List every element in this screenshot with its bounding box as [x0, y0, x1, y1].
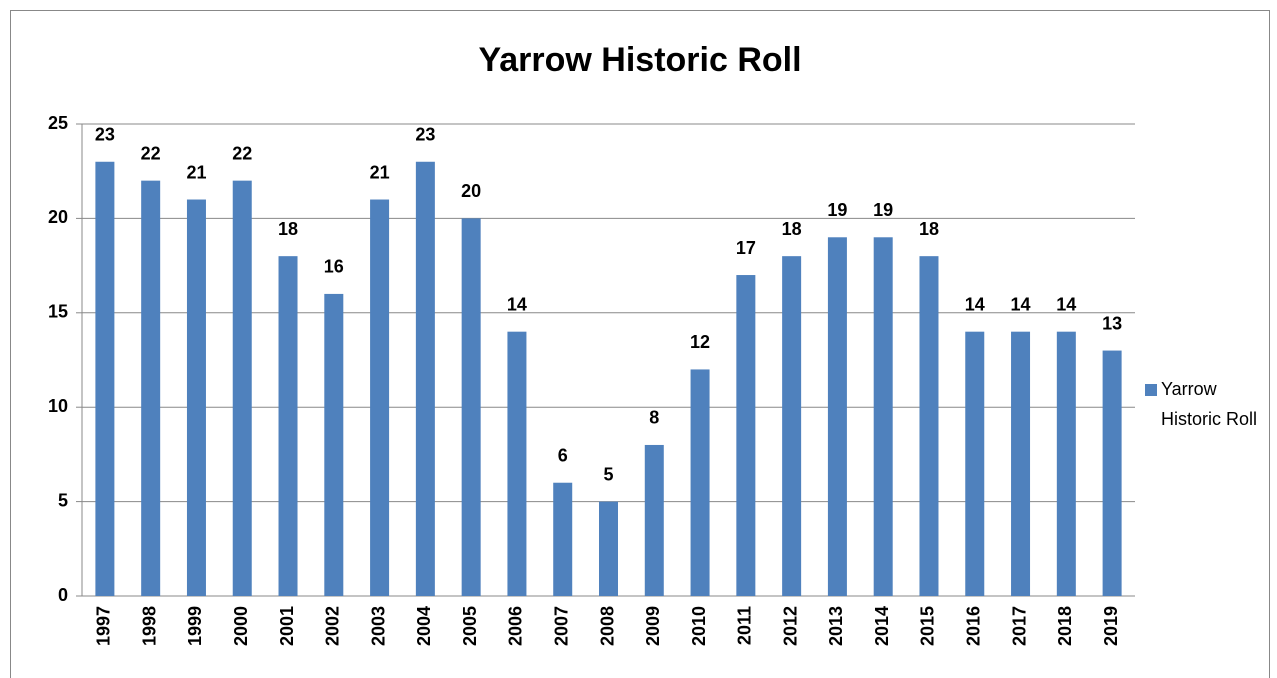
data-label: 8: [649, 408, 659, 428]
bar: [782, 256, 802, 596]
x-tick-label: 2019: [1101, 606, 1121, 646]
bar: [370, 199, 390, 596]
x-tick-label: 2000: [231, 606, 251, 646]
data-label: 14: [1056, 294, 1076, 314]
data-label: 23: [95, 125, 115, 145]
x-tick-label: 2017: [1009, 606, 1029, 646]
bar: [736, 275, 756, 596]
legend-swatch: [1145, 384, 1157, 396]
y-tick-label: 20: [48, 207, 68, 227]
y-tick-label: 10: [48, 396, 68, 416]
data-label: 6: [558, 445, 568, 465]
y-tick-label: 5: [58, 490, 68, 510]
x-tick-label: 2004: [414, 606, 434, 646]
bar: [1011, 331, 1031, 596]
data-label: 19: [827, 200, 847, 220]
chart-title: Yarrow Historic Roll: [478, 41, 801, 79]
data-label: 19: [873, 200, 893, 220]
data-label: 16: [324, 257, 344, 277]
x-tick-label: 2006: [506, 606, 526, 646]
x-tick-label: 2013: [826, 606, 846, 646]
x-tick-label: 2016: [964, 606, 984, 646]
data-label: 17: [736, 238, 756, 258]
x-tick-label: 2008: [597, 606, 617, 646]
bar: [599, 501, 618, 596]
bar: [95, 161, 115, 596]
data-label: 22: [232, 143, 252, 163]
data-label: 14: [1011, 294, 1031, 314]
bar: [827, 237, 847, 596]
bar: [1102, 350, 1122, 596]
data-label: 12: [690, 332, 710, 352]
x-tick-label: 2014: [872, 606, 892, 646]
bar: [919, 256, 939, 596]
data-label: 20: [461, 181, 481, 201]
data-label: 13: [1102, 313, 1122, 333]
data-label: 23: [415, 125, 435, 145]
bar: [873, 237, 893, 596]
x-tick-label: 2009: [643, 606, 663, 646]
bar: [507, 331, 527, 596]
x-tick-label: 1997: [94, 606, 114, 646]
x-tick-label: 2018: [1055, 606, 1075, 646]
data-label: 14: [507, 294, 527, 314]
bar: [324, 293, 344, 596]
legend-label: Yarrow Historic Roll: [1161, 379, 1258, 429]
bar: [553, 482, 573, 596]
legend-box: Yarrow Historic Roll: [1161, 379, 1258, 429]
data-label: 21: [370, 162, 390, 182]
data-label: 18: [278, 219, 298, 239]
x-tick-label: 1999: [185, 606, 205, 646]
bar: [415, 161, 435, 596]
bar: [461, 218, 481, 596]
x-tick-label: 2003: [368, 606, 388, 646]
bar: [644, 444, 664, 596]
x-tick-label: 2007: [551, 606, 571, 646]
x-tick-label: 2015: [918, 606, 938, 646]
data-label: 22: [141, 143, 161, 163]
y-tick-label: 25: [48, 113, 68, 133]
data-label: 21: [186, 162, 206, 182]
bar: [141, 180, 161, 596]
bar: [278, 256, 298, 596]
x-tick-label: 1998: [139, 606, 159, 646]
bar: [965, 331, 985, 596]
y-tick-label: 15: [48, 302, 68, 322]
bar: [186, 199, 206, 596]
bar: [1056, 331, 1076, 596]
y-tick-label: 0: [58, 585, 68, 605]
x-tick-label: 2001: [277, 606, 297, 646]
data-label: 18: [782, 219, 802, 239]
x-tick-label: 2011: [735, 606, 755, 645]
x-tick-label: 2010: [689, 606, 709, 646]
data-label: 14: [965, 294, 985, 314]
bar: [232, 180, 252, 596]
data-label: 18: [919, 219, 939, 239]
x-tick-label: 2012: [780, 606, 800, 646]
bar: [690, 369, 710, 596]
x-tick-label: 2005: [460, 606, 480, 646]
data-label: 5: [603, 464, 613, 484]
x-tick-label: 2002: [323, 606, 343, 646]
